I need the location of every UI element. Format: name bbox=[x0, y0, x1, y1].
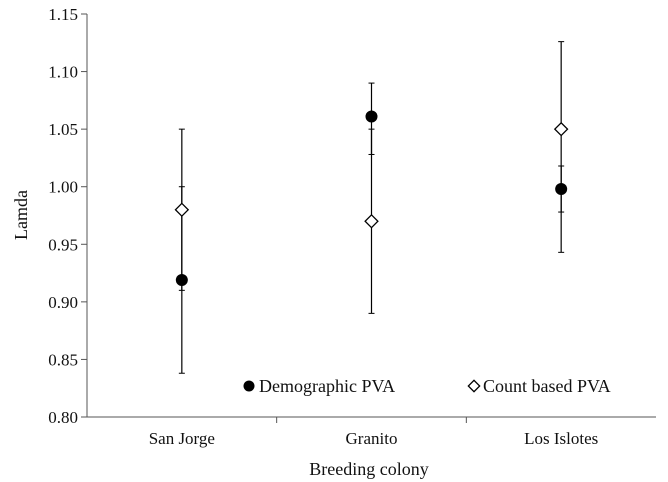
y-axis-ticks: 0.80 0.85 0.90 0.95 1.00 1.05 1.10 1.15 bbox=[48, 5, 87, 427]
x-tick-label: San Jorge bbox=[149, 429, 215, 448]
data-point-count-based bbox=[364, 213, 379, 229]
y-tick-label: 0.95 bbox=[48, 235, 78, 254]
y-tick-label: 1.00 bbox=[48, 178, 78, 197]
x-axis-ticks: San Jorge Granito Los Islotes bbox=[149, 417, 598, 448]
y-axis-title: Lamda bbox=[11, 190, 31, 240]
y-tick-label: 1.05 bbox=[48, 120, 78, 139]
plot-area: 0.80 0.85 0.90 0.95 1.00 1.05 1.10 1.15 San Jor… bbox=[48, 5, 656, 448]
data-point-demographic bbox=[365, 110, 378, 123]
legend-demographic-label: Demographic PVA bbox=[259, 376, 395, 396]
data-point-count-based bbox=[553, 121, 569, 137]
y-tick-label: 1.15 bbox=[48, 5, 78, 24]
data-marks bbox=[174, 41, 569, 374]
legend: Demographic PVA Count based PVA bbox=[243, 376, 611, 396]
data-point-count-based bbox=[174, 202, 190, 218]
data-point-demographic bbox=[555, 183, 568, 196]
y-tick-label: 1.10 bbox=[48, 63, 78, 82]
y-tick-label: 0.80 bbox=[48, 408, 78, 427]
legend-count-label: Count based PVA bbox=[483, 376, 611, 396]
x-tick-label: Los Islotes bbox=[524, 429, 598, 448]
legend-demographic-marker bbox=[243, 380, 255, 392]
x-tick-label: Granito bbox=[346, 429, 398, 448]
y-tick-label: 0.90 bbox=[48, 293, 78, 312]
data-point-demographic bbox=[175, 273, 188, 286]
x-axis-title: Breeding colony bbox=[309, 459, 428, 479]
legend-count-marker bbox=[467, 379, 481, 393]
y-tick-label: 0.85 bbox=[48, 350, 78, 369]
